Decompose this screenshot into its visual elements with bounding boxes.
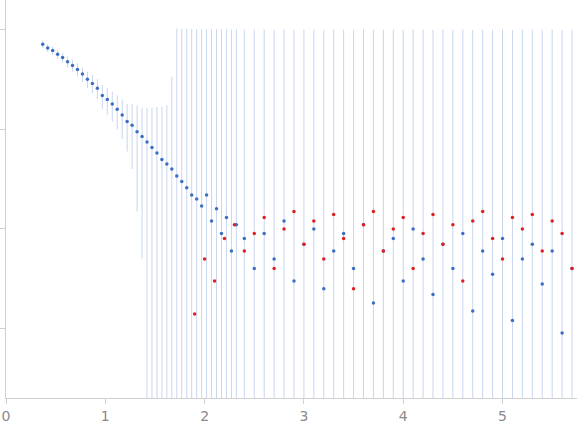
svg-text:5: 5 bbox=[498, 408, 507, 424]
svg-text:3: 3 bbox=[299, 408, 308, 424]
svg-text:0: 0 bbox=[2, 408, 11, 424]
svg-text:1: 1 bbox=[101, 408, 110, 424]
svg-text:2: 2 bbox=[200, 408, 209, 424]
svg-text:4: 4 bbox=[399, 408, 408, 424]
